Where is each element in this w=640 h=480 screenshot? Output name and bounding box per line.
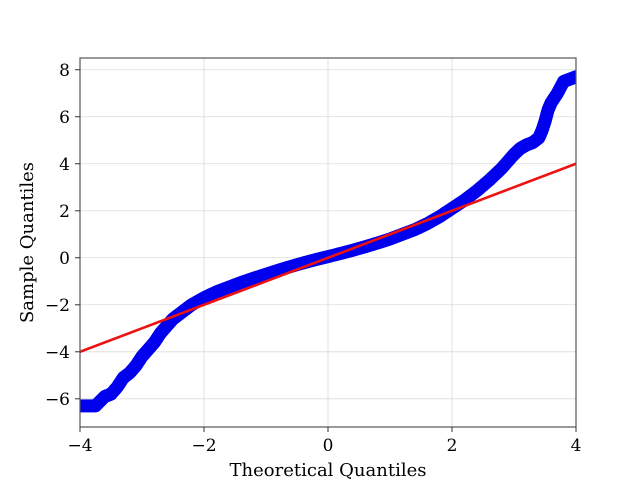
sample-point [569, 70, 576, 84]
x-tick-label: 4 [571, 436, 582, 456]
y-tick-label: 0 [59, 249, 70, 269]
y-tick-label: 8 [59, 61, 70, 81]
x-tick-label: −4 [67, 436, 92, 456]
y-tick-label: 2 [59, 202, 70, 222]
reference-line-group [80, 162, 576, 354]
x-tick-label: −2 [191, 436, 216, 456]
y-tick-label: 6 [59, 108, 70, 128]
reference-line [80, 162, 576, 354]
y-axis-title: Sample Quantiles [17, 162, 38, 323]
y-tick-label: 4 [59, 155, 70, 175]
grid [79, 58, 577, 427]
x-axis-title: Theoretical Quantiles [230, 460, 427, 480]
plot-area [80, 70, 576, 413]
y-tick-label: −6 [45, 390, 70, 410]
y-tick-label: −2 [45, 296, 70, 316]
x-tick-label: 0 [323, 436, 334, 456]
x-tick-label: 2 [447, 436, 458, 456]
axis-ticks: −4 −2 0 2 4 −6 −4 −2 0 2 4 6 8 [45, 61, 581, 456]
y-tick-label: −4 [45, 343, 70, 363]
